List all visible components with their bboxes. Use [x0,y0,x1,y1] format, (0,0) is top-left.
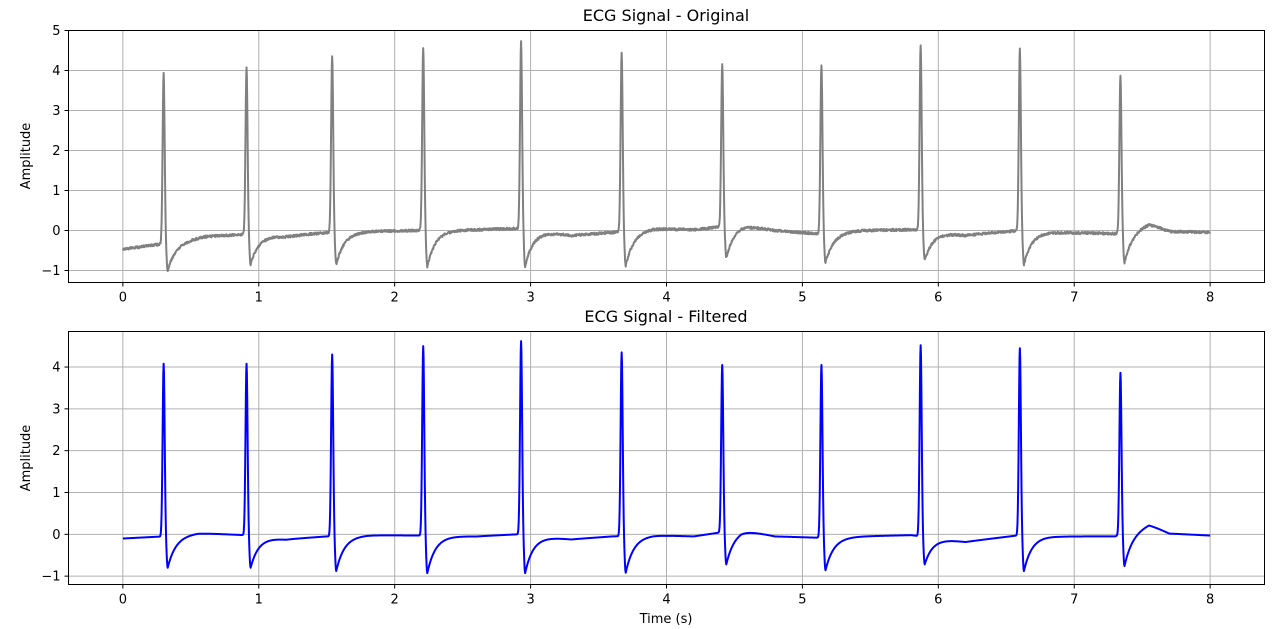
subplot-filtered: ECG Signal - Filtered 0 1 2 3 4 5 6 7 8 −1 0 1 2 3 4 A… [19,307,1265,627]
x-tick-label: 0 [119,593,127,608]
chart-title: ECG Signal - Original [583,6,749,25]
x-tick-label: 6 [934,291,942,306]
y-tick-label: 3 [52,402,60,417]
chart-title: ECG Signal - Filtered [584,307,747,326]
x-axis-label: Time (s) [639,612,693,627]
x-tick-label: 8 [1206,291,1214,306]
grid [68,331,1265,585]
series-layer [121,40,1211,273]
x-tick-label: 5 [798,291,806,306]
y-tick-label: 1 [52,184,60,199]
y-tick-label: 2 [52,144,60,159]
y-tick-label: 2 [52,444,60,459]
ecg-series-line [122,340,1211,575]
plot-frame [68,30,1265,283]
tick-layer: 0 1 2 3 4 5 6 7 8 −1 0 1 2 3 4 5 [41,24,1214,306]
plot-frame [68,331,1265,585]
y-tick-label: 3 [52,104,60,119]
y-tick-label: −1 [41,570,60,585]
x-tick-label: 1 [255,593,263,608]
y-tick-label: 4 [52,361,60,376]
x-tick-label: 3 [526,291,534,306]
x-tick-label: 8 [1206,593,1214,608]
x-tick-label: 1 [255,291,263,306]
y-axis-label: Amplitude [19,425,34,492]
x-tick-label: 7 [1070,593,1078,608]
x-tick-label: 7 [1070,291,1078,306]
tick-layer: 0 1 2 3 4 5 6 7 8 −1 0 1 2 3 4 [41,361,1214,608]
x-tick-label: 3 [526,593,534,608]
series-layer [122,340,1211,575]
y-tick-label: 0 [52,528,60,543]
y-tick-label: 4 [52,64,60,79]
x-tick-label: 4 [662,291,670,306]
x-tick-label: 2 [391,291,399,306]
x-tick-label: 5 [798,593,806,608]
y-tick-label: 1 [52,486,60,501]
y-axis-label: Amplitude [19,123,34,190]
x-tick-label: 4 [662,593,670,608]
ecg-series-line [121,40,1211,273]
y-tick-label: −1 [41,264,60,279]
y-tick-label: 5 [52,24,60,39]
subplot-original: ECG Signal - Original 0 1 2 3 4 5 6 7 8−1012345 … [19,6,1265,306]
y-tick-label: 0 [52,224,60,239]
x-tick-label: 6 [934,593,942,608]
x-tick-label: 0 [119,291,127,306]
x-tick-label: 2 [391,593,399,608]
